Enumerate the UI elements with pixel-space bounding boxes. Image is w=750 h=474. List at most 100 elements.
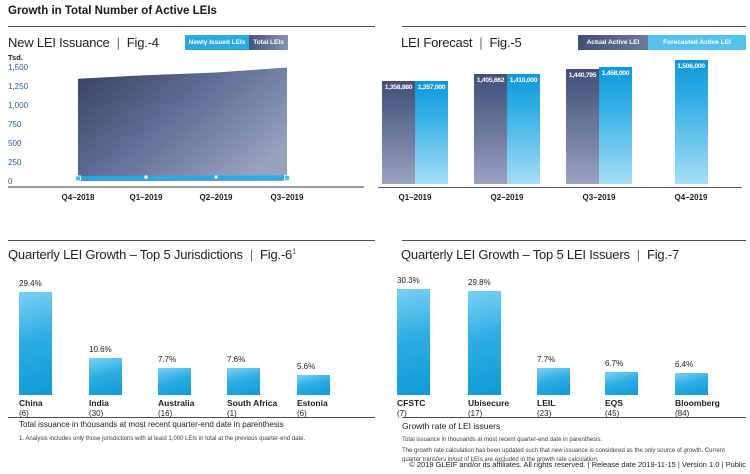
- forecasted-active-lei-bar: 1,506,000: [674, 60, 708, 184]
- category-label: EQS: [605, 398, 623, 408]
- fig5-title: LEI Forecast | Fig.-5: [401, 35, 522, 50]
- bar-percent-label: 7.7%: [158, 355, 177, 364]
- growth-bar: [397, 289, 430, 395]
- fig7-note2: The growth rate calculation has been upd…: [402, 448, 725, 463]
- bar-percent-label: 5.6%: [297, 362, 316, 371]
- bar-percent-label: 6.4%: [675, 360, 694, 369]
- fig7-title-text: Quarterly LEI Growth – Top 5 LEI Issuers: [401, 247, 630, 262]
- legend-forecasted-active-lei: Forecasted Active LEI: [648, 35, 746, 50]
- divider: [402, 240, 746, 241]
- fig6-title-text: Quarterly LEI Growth – Top 5 Jurisdictio…: [8, 247, 243, 262]
- bar-percent-label: 6.7%: [605, 359, 624, 368]
- title-separator: |: [116, 35, 120, 50]
- bar-percent-label: 30.3%: [397, 276, 420, 285]
- legend-newly-issued-leis: Newly Issued LEIs: [185, 35, 249, 50]
- category-label: Bloomberg: [675, 398, 720, 408]
- fig6-note: Total issuance in thousands at most rece…: [19, 420, 284, 429]
- category-count-label: (45): [605, 409, 620, 418]
- growth-bar: [605, 372, 638, 395]
- y-axis-tick: 500: [8, 139, 22, 148]
- bar-percent-label: 29.8%: [468, 278, 491, 287]
- y-axis-tick: 1,000: [8, 101, 29, 110]
- category-count-label: (16): [158, 409, 173, 418]
- bar-value-label: 1,405,662: [476, 77, 505, 84]
- bar-value-label: 1,458,000: [601, 70, 630, 77]
- actual-active-lei-bar: 1,440,795: [566, 69, 599, 184]
- category-label: India: [89, 398, 109, 408]
- category-label: China: [19, 398, 43, 408]
- category-count-label: (7): [397, 409, 407, 418]
- x-axis-label: Q3–2019: [270, 193, 304, 202]
- fig7-panel: Quarterly LEI Growth – Top 5 LEI Issuers…: [378, 244, 746, 474]
- fig6-title: Quarterly LEI Growth – Top 5 Jurisdictio…: [8, 247, 296, 262]
- fig5-legend: Actual Active LEI Forecasted Active LEI: [578, 35, 746, 50]
- x-axis-label: Q2–2019: [199, 193, 233, 202]
- category-label: CFSTC: [397, 398, 426, 408]
- fig6-panel: Quarterly LEI Growth – Top 5 Jurisdictio…: [8, 244, 375, 474]
- growth-bar: [19, 292, 52, 395]
- bar-value-label: 1,357,000: [417, 84, 446, 91]
- y-axis-unit-label: Tsd.: [8, 53, 23, 62]
- y-axis-tick: 1,500: [8, 63, 29, 72]
- fig4-fig-label: Fig.-4: [126, 35, 159, 50]
- fig7-fig-label: Fig.-7: [646, 247, 679, 262]
- category-count-label: (1): [227, 409, 237, 418]
- fig7-note1: Total issuance in thousands at most rece…: [402, 437, 603, 443]
- line-point-marker: [143, 174, 149, 180]
- x-axis-label: Q4–2018: [61, 193, 95, 202]
- actual-active-lei-bar: 1,405,662: [474, 74, 507, 184]
- x-axis-label: Q4–2019: [674, 193, 708, 202]
- x-axis-label: Q1–2019: [398, 193, 432, 202]
- divider: [8, 240, 375, 241]
- fig4-svg: [8, 67, 364, 188]
- growth-bar: [89, 358, 122, 395]
- category-count-label: (17): [468, 409, 483, 418]
- fig5-title-text: LEI Forecast: [401, 35, 473, 50]
- fig4-panel: New LEI Issuance | Fig.-4 Newly Issued LEI…: [8, 32, 375, 232]
- x-axis-label: Q1–2019: [129, 193, 163, 202]
- fig4-area-chart: [8, 60, 368, 195]
- forecasted-active-lei-bar: 1,357,000: [415, 81, 448, 184]
- fig6-fig-label: Fig.-6: [260, 247, 293, 262]
- newly-issued-leis-line: [77, 175, 288, 181]
- fig4-title: New LEI Issuance | Fig.-4: [8, 35, 159, 50]
- category-count-label: (84): [675, 409, 690, 418]
- fig5-fig-label: Fig.-5: [489, 35, 522, 50]
- growth-bar: [158, 368, 191, 395]
- title-separator: |: [249, 247, 254, 262]
- fig5-x-axis-line: [378, 187, 742, 188]
- category-label: South Africa: [227, 398, 278, 408]
- line-point-marker: [213, 174, 219, 180]
- y-axis-tick: 1,250: [8, 82, 29, 91]
- category-count-label: (6): [19, 409, 29, 418]
- line-end-marker: [284, 174, 290, 181]
- bar-percent-label: 7.7%: [537, 355, 556, 364]
- growth-bar: [537, 368, 570, 395]
- category-count-label: (23): [537, 409, 552, 418]
- fig6-footnote: 1. Analysis includes only those jurisdic…: [19, 436, 306, 442]
- growth-bar: [675, 373, 708, 395]
- legend-total-leis: Total LEIs: [249, 35, 288, 50]
- forecasted-active-lei-bar: 1,410,000: [507, 74, 540, 184]
- fig7-notes-heading: Growth rate of LEI issuers: [402, 421, 501, 431]
- total-leis-area: [78, 67, 287, 181]
- bar-percent-label: 29.4%: [19, 279, 42, 288]
- fig5-panel: LEI Forecast | Fig.-5 Actual Active LEI Fo…: [378, 32, 746, 232]
- page-footer: © 2019 GLEIF and/or its affiliates. All …: [409, 460, 746, 469]
- category-label: LEIL: [537, 398, 556, 408]
- line-end-marker: [75, 175, 81, 182]
- growth-bar: [227, 368, 260, 395]
- growth-bar: [297, 375, 330, 395]
- divider: [8, 417, 375, 418]
- y-axis-tick: 0: [8, 177, 13, 186]
- category-label: Estonia: [297, 398, 328, 408]
- bar-percent-label: 7.6%: [227, 355, 246, 364]
- fig7-title: Quarterly LEI Growth – Top 5 LEI Issuers…: [401, 247, 679, 262]
- category-label: Ubisecure: [468, 398, 510, 408]
- bar-value-label: 1,440,795: [568, 72, 597, 79]
- growth-bar: [468, 291, 501, 395]
- bar-percent-label: 10.6%: [89, 345, 112, 354]
- forecasted-active-lei-bar: 1,458,000: [599, 67, 632, 184]
- divider: [402, 417, 746, 418]
- category-label: Australia: [158, 398, 195, 408]
